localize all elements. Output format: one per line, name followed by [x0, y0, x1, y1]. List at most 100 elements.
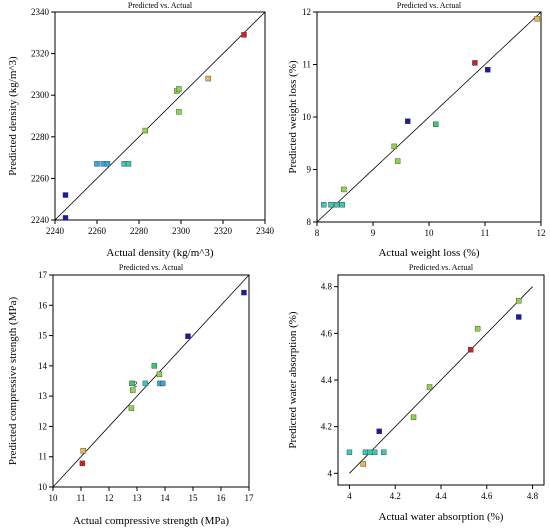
x-tick-label: 15 [189, 493, 199, 503]
data-point [360, 461, 366, 467]
y-axis-title: Predicted density (kg/m^3) [7, 56, 19, 176]
y-tick-label: 11 [38, 452, 47, 462]
y-tick-label: 12 [302, 7, 311, 17]
data-point [516, 314, 522, 320]
data-point [405, 118, 411, 124]
x-tick-label: 4.2 [390, 491, 401, 501]
x-tick-label: 14 [161, 493, 171, 503]
y-tick-label: 9 [307, 165, 312, 175]
data-point [472, 60, 478, 66]
x-tick-label: 2340 [256, 226, 275, 236]
data-point [485, 67, 491, 73]
data-point [104, 161, 111, 167]
data-point [176, 109, 182, 115]
data-point [176, 86, 182, 92]
x-tick-label: 2280 [130, 226, 149, 236]
chart-title: Predicted vs. Actual [119, 263, 184, 272]
y-axis-title: Predicted weight loss (%) [287, 60, 299, 174]
x-tick-label: 2260 [88, 226, 107, 236]
data-point [333, 201, 340, 208]
x-axis-title: Actual weight loss (%) [378, 247, 479, 259]
data-point [80, 447, 86, 454]
data-point [371, 449, 378, 456]
x-tick-label: 2240 [46, 226, 65, 236]
x-tick-label: 4 [347, 491, 352, 501]
y-tick-label: 2260 [31, 173, 50, 183]
x-axis-title: Actual density (kg/m^3) [106, 247, 214, 259]
data-point [151, 363, 158, 369]
x-tick-label: 12 [105, 493, 114, 503]
chart-title: Predicted vs. Actual [128, 1, 193, 10]
reference-line [349, 286, 533, 474]
x-tick-label: 2320 [214, 226, 233, 236]
x-tick-label: 4.4 [435, 491, 447, 501]
y-tick-label: 2300 [31, 90, 50, 100]
y-tick-label: 14 [38, 361, 48, 371]
x-tick-label: 10 [49, 493, 59, 503]
chart-panel-2: Predicted vs. Actual 8 9 10 11 12 8 9 10 11 12 Actu… [287, 1, 546, 259]
data-point [156, 371, 163, 378]
reference-line [54, 11, 266, 221]
y-tick-label: 12 [38, 421, 47, 431]
y-tick-label: 2340 [31, 7, 50, 17]
x-tick-label: 17 [245, 493, 255, 503]
x-axis-title: Actual water absorption (%) [379, 511, 504, 523]
data-point [362, 449, 369, 456]
x-tick-label: 8 [315, 228, 320, 238]
data-point [367, 449, 373, 456]
point-count-label: 2 [134, 382, 138, 389]
data-point [381, 449, 387, 456]
y-tick-label: 2240 [31, 215, 50, 225]
y-tick-label: 4.2 [321, 422, 332, 432]
x-tick-label: 4.8 [527, 491, 539, 501]
x-tick-label: 11 [481, 228, 490, 238]
data-point [94, 161, 100, 167]
chart-title: Predicted vs. Actual [397, 1, 462, 10]
y-tick-label: 13 [38, 391, 48, 401]
x-tick-label: 10 [425, 228, 435, 238]
data-point [62, 192, 69, 198]
data-point [433, 121, 439, 128]
data-point [128, 405, 135, 411]
data-point [142, 127, 149, 134]
y-tick-label: 4.6 [321, 328, 333, 338]
data-point [130, 387, 136, 393]
data-point [391, 143, 397, 150]
x-tick-label: 16 [217, 493, 227, 503]
data-point [241, 289, 247, 296]
data-point [468, 346, 474, 353]
data-point [142, 380, 149, 387]
y-tick-label: 4.8 [321, 282, 333, 292]
y-tick-label: 10 [38, 482, 48, 492]
data-point [516, 297, 522, 304]
data-point [376, 428, 382, 435]
y-tick-label: 10 [302, 112, 312, 122]
reference-line [316, 11, 542, 223]
y-tick-label: 2320 [31, 49, 50, 59]
data-point [125, 161, 132, 167]
data-point [341, 186, 347, 193]
y-tick-label: 17 [38, 270, 48, 280]
y-axis-title: Predicted compressive strength (MPa) [7, 297, 19, 466]
y-tick-label: 2280 [31, 132, 50, 142]
y-tick-label: 4.4 [321, 375, 333, 385]
x-tick-label: 9 [371, 228, 376, 238]
data-point [346, 449, 353, 456]
data-point [426, 384, 433, 390]
x-axis-title: Actual compressive strength (MPa) [73, 515, 229, 527]
x-tick-label: 13 [133, 493, 143, 503]
chart-panel-1: Predicted vs. Actual 2240 2260 2280 2300 2320… [7, 1, 275, 259]
y-tick-label: 15 [38, 331, 48, 341]
data-point [205, 75, 212, 82]
chart-title: Predicted vs. Actual [409, 263, 474, 272]
chart-panel-4: Predicted vs. Actual 4 4.2 4.4 4.6 4.8 4 4.2 4.4… [287, 263, 545, 523]
y-tick-label: 4 [328, 468, 333, 478]
data-point [410, 414, 417, 421]
y-tick-label: 8 [307, 217, 312, 227]
x-tick-label: 11 [77, 493, 86, 503]
data-point [328, 201, 334, 208]
y-tick-label: 11 [302, 60, 311, 70]
data-point [339, 201, 345, 208]
data-point [160, 380, 166, 387]
